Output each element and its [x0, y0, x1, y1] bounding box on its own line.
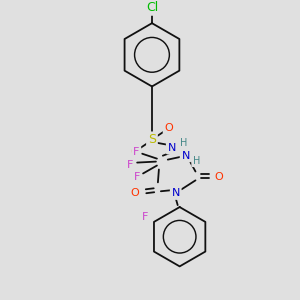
Text: H: H: [180, 138, 187, 148]
Text: F: F: [133, 147, 139, 157]
Text: F: F: [134, 172, 140, 182]
Text: O: O: [131, 188, 140, 198]
Text: F: F: [127, 160, 134, 170]
Text: O: O: [215, 172, 224, 182]
Text: N: N: [182, 151, 190, 161]
Text: O: O: [131, 147, 140, 157]
Text: O: O: [164, 123, 173, 133]
Text: F: F: [142, 212, 148, 222]
Text: N: N: [168, 143, 176, 153]
Text: H: H: [193, 156, 200, 166]
Text: Cl: Cl: [146, 1, 158, 14]
Text: N: N: [172, 188, 180, 198]
Text: S: S: [148, 133, 156, 146]
